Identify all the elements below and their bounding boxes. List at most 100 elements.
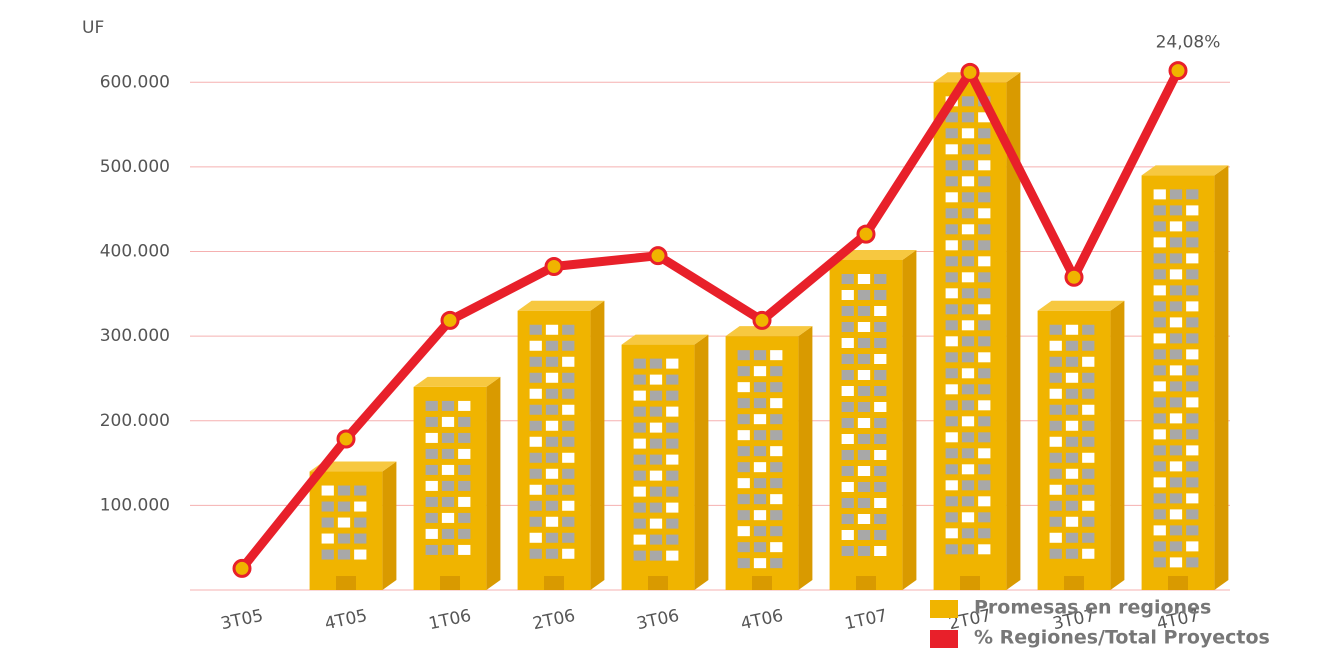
window <box>441 512 455 523</box>
window <box>425 416 438 427</box>
building-side <box>798 326 813 590</box>
window <box>945 528 958 539</box>
window <box>529 356 542 367</box>
window <box>857 418 871 428</box>
window <box>529 436 542 447</box>
window <box>337 517 351 528</box>
window <box>978 384 991 395</box>
window <box>945 352 958 363</box>
window <box>1049 516 1062 527</box>
window <box>1153 301 1166 312</box>
window <box>649 358 663 369</box>
window <box>753 478 767 489</box>
window <box>978 176 991 187</box>
window <box>961 336 975 347</box>
window <box>1082 452 1095 463</box>
window <box>1153 461 1166 472</box>
window <box>1169 381 1183 392</box>
y-tick-label: 200.000 <box>100 411 170 431</box>
window <box>961 160 975 171</box>
window <box>841 530 854 540</box>
window <box>874 434 887 444</box>
window <box>649 406 663 417</box>
window <box>441 416 455 427</box>
window <box>770 510 783 521</box>
window <box>1082 516 1095 527</box>
line-point <box>960 62 980 82</box>
bar <box>517 310 591 590</box>
window <box>841 322 854 332</box>
window <box>666 390 679 401</box>
window <box>753 510 767 521</box>
window <box>978 464 991 475</box>
window <box>978 160 991 171</box>
window <box>945 160 958 171</box>
window <box>978 224 991 235</box>
window <box>753 350 767 361</box>
window <box>737 494 750 505</box>
window <box>666 550 679 561</box>
window <box>666 406 679 417</box>
window <box>633 502 646 513</box>
window <box>545 516 559 527</box>
building-side <box>590 300 605 590</box>
window <box>978 144 991 155</box>
window <box>458 432 471 443</box>
window <box>961 272 975 283</box>
window <box>857 514 871 524</box>
window <box>945 464 958 475</box>
window <box>961 208 975 219</box>
window <box>945 432 958 443</box>
window <box>1186 349 1199 360</box>
window <box>458 528 471 539</box>
window <box>562 516 575 527</box>
window <box>1169 397 1183 408</box>
window <box>1065 388 1079 399</box>
window <box>666 534 679 545</box>
window <box>354 485 367 496</box>
window <box>321 517 334 528</box>
window <box>961 416 975 427</box>
building <box>1037 300 1125 590</box>
window <box>737 366 750 377</box>
line-point <box>856 224 876 244</box>
window <box>978 320 991 331</box>
window <box>737 398 750 409</box>
window <box>1169 253 1183 264</box>
window <box>961 384 975 395</box>
window <box>337 485 351 496</box>
building <box>621 334 709 590</box>
window <box>633 550 646 561</box>
door <box>544 576 564 590</box>
building <box>933 72 1021 591</box>
window <box>633 534 646 545</box>
window <box>1082 436 1095 447</box>
window <box>874 450 887 460</box>
window <box>945 400 958 411</box>
window <box>1049 356 1062 367</box>
legend: Promesas en regiones % Regiones/Total Pro… <box>930 597 1270 649</box>
window <box>978 272 991 283</box>
window <box>545 340 559 351</box>
window <box>1186 381 1199 392</box>
window <box>1082 548 1095 559</box>
window <box>1082 372 1095 383</box>
window <box>753 414 767 425</box>
door <box>1168 576 1188 590</box>
window <box>753 446 767 457</box>
window <box>841 370 854 380</box>
window <box>857 434 871 444</box>
window <box>633 454 646 465</box>
window <box>1169 333 1183 344</box>
window <box>753 558 767 569</box>
door <box>1064 576 1084 590</box>
window <box>1153 269 1166 280</box>
window <box>1153 493 1166 504</box>
window <box>770 430 783 441</box>
window <box>770 414 783 425</box>
window <box>1169 365 1183 376</box>
window <box>874 274 887 284</box>
window <box>1186 221 1199 232</box>
window <box>458 448 471 459</box>
window <box>1153 413 1166 424</box>
